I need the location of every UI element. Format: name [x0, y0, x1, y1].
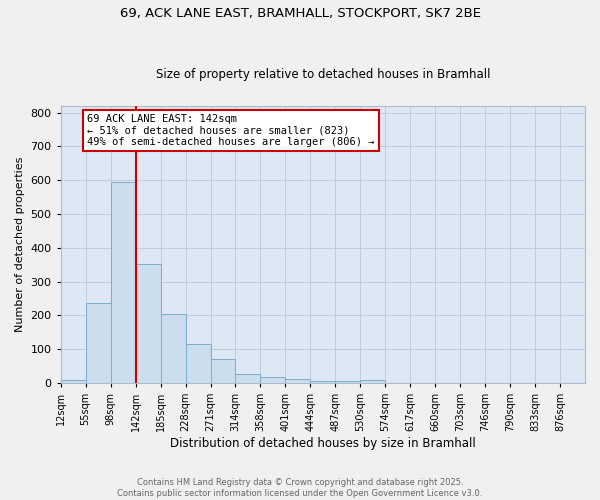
Bar [136, 264, 161, 383]
X-axis label: Distribution of detached houses by size in Bramhall: Distribution of detached houses by size … [170, 437, 476, 450]
Text: Contains HM Land Registry data © Crown copyright and database right 2025.
Contai: Contains HM Land Registry data © Crown c… [118, 478, 482, 498]
Bar [110, 182, 136, 383]
Bar [335, 380, 361, 383]
Bar [161, 314, 185, 383]
Bar [361, 380, 385, 383]
Bar [211, 358, 235, 383]
Bar [86, 302, 110, 383]
Text: 69 ACK LANE EAST: 142sqm
← 51% of detached houses are smaller (823)
49% of semi-: 69 ACK LANE EAST: 142sqm ← 51% of detach… [87, 114, 374, 148]
Bar [310, 381, 335, 383]
Text: 69, ACK LANE EAST, BRAMHALL, STOCKPORT, SK7 2BE: 69, ACK LANE EAST, BRAMHALL, STOCKPORT, … [119, 8, 481, 20]
Bar [235, 374, 260, 383]
Bar [61, 380, 86, 383]
Y-axis label: Number of detached properties: Number of detached properties [15, 156, 25, 332]
Bar [260, 378, 286, 383]
Bar [286, 379, 310, 383]
Title: Size of property relative to detached houses in Bramhall: Size of property relative to detached ho… [155, 68, 490, 81]
Bar [185, 344, 211, 383]
